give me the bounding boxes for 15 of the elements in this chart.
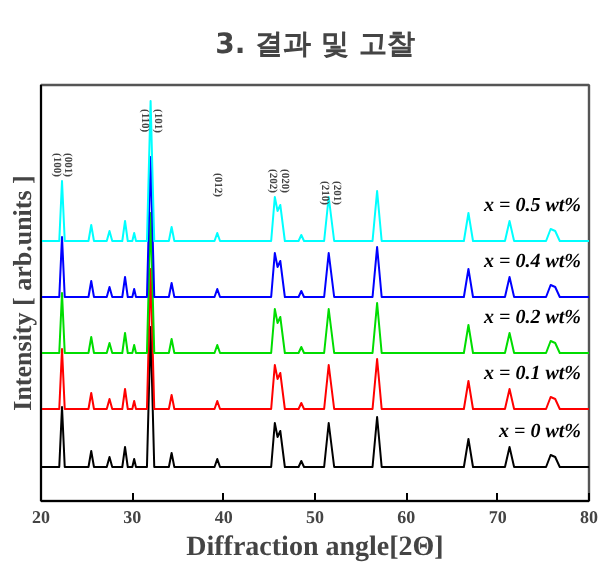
series-label: x = 0.5 wt% <box>482 195 582 217</box>
series-label: x = 0.1 wt% <box>482 363 582 385</box>
x-tick-label: 50 <box>306 507 325 527</box>
x-tick-label: 70 <box>488 507 508 527</box>
series-label: x = 0 wt% <box>497 421 582 443</box>
y-axis-title: Intensity [ arb.units ] <box>7 175 37 411</box>
x-tick-label: 20 <box>32 507 51 527</box>
x-tick-label: 60 <box>397 507 417 527</box>
x-axis-title: Diffraction angle[2Θ] <box>186 533 444 563</box>
series-label: x = 0.2 wt% <box>482 307 582 329</box>
x-tick-label: 80 <box>580 507 599 527</box>
chart-title: 3. 결과 및 고찰 <box>215 29 415 61</box>
series-label: x = 0.4 wt% <box>482 251 582 273</box>
x-tick-label: 30 <box>123 507 143 527</box>
x-tick-label: 40 <box>214 507 234 527</box>
